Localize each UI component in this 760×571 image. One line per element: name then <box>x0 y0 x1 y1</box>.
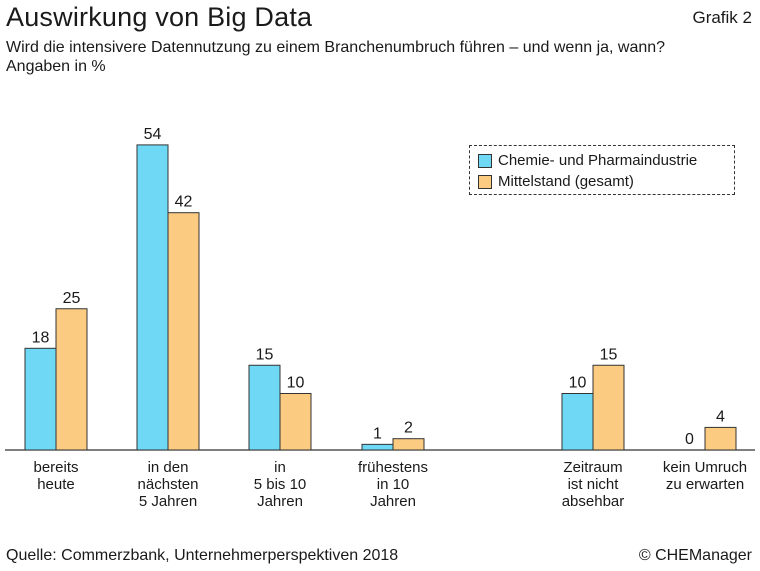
bar-series2-cat2 <box>167 212 200 451</box>
bar-series1-cat1 <box>24 347 57 451</box>
category-label-2: in den nächsten 5 Jahren <box>137 459 199 510</box>
legend-swatch-series2 <box>478 174 492 189</box>
legend-label-series1: Chemie- und Pharmaindustrie <box>498 152 698 169</box>
category-label-1: bereits heute <box>33 459 79 493</box>
bar-series1-cat2 <box>136 144 169 451</box>
subtitle-question: Wird die intensivere Datennutzung zu ein… <box>6 39 666 56</box>
data-label-series2-cat6: 4 <box>716 408 725 425</box>
source-note: Quelle: Commerzbank, Unternehmerperspekt… <box>6 547 399 564</box>
data-label-series2-cat3: 10 <box>287 375 305 392</box>
bar-series2-cat1 <box>55 308 88 451</box>
category-label-6: kein Umruch zu erwarten <box>662 459 748 493</box>
copyright: © CHEManager <box>638 547 752 564</box>
bar-series2-cat5 <box>592 364 625 451</box>
data-label-series1-cat6: 0 <box>685 431 694 448</box>
legend-label-series2: Mittelstand (gesamt) <box>498 173 634 190</box>
data-label-series2-cat1: 25 <box>63 290 81 307</box>
bar-series1-cat4 <box>361 443 394 451</box>
bar-series1-cat5 <box>561 393 594 451</box>
figure-number: Grafik 2 <box>692 8 752 27</box>
data-label-series2-cat5: 15 <box>600 346 618 363</box>
category-label-5: Zeitraum ist nicht absehbar <box>561 459 625 510</box>
chart-title: Auswirkung von Big Data <box>6 2 313 32</box>
bar-series2-cat3 <box>279 393 312 451</box>
bar-series2-cat4 <box>392 438 425 451</box>
data-label-series1-cat3: 15 <box>256 346 274 363</box>
data-label-series1-cat1: 18 <box>32 329 50 346</box>
data-label-series2-cat4: 2 <box>404 420 413 437</box>
chart-subtitle: Wird die intensivere Datennutzung zu ein… <box>6 38 746 76</box>
data-label-series1-cat4: 1 <box>373 425 382 442</box>
category-label-4: frühestens in 10 Jahren <box>357 459 429 510</box>
data-label-series1-cat2: 54 <box>144 126 162 143</box>
chart-legend: Chemie- und Pharmaindustrie Mittelstand … <box>469 145 735 195</box>
bar-series2-cat6 <box>704 426 737 451</box>
legend-swatch-series1 <box>478 153 492 168</box>
subtitle-unit: Angaben in % <box>6 58 106 75</box>
data-label-series1-cat5: 10 <box>569 375 587 392</box>
category-label-3: in 5 bis 10 Jahren <box>253 459 307 510</box>
data-label-series2-cat2: 42 <box>175 194 193 211</box>
legend-item-series1: Chemie- und Pharmaindustrie <box>478 152 697 169</box>
legend-item-series2: Mittelstand (gesamt) <box>478 173 634 190</box>
bar-series1-cat3 <box>248 364 281 451</box>
